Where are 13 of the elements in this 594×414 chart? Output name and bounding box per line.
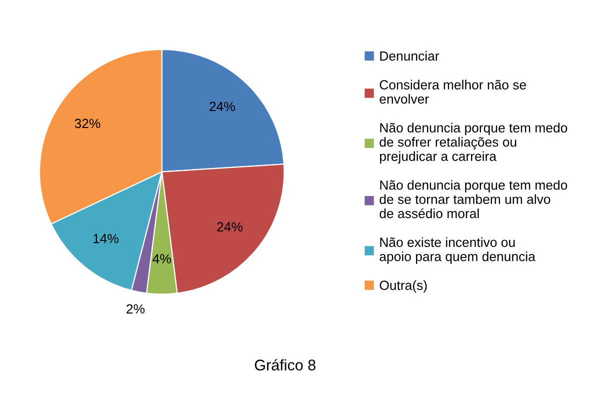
data-label: 2% <box>126 304 145 314</box>
data-label: 4% <box>152 254 171 264</box>
legend-label: Outra(s) <box>380 280 427 293</box>
data-label: 24% <box>210 102 235 112</box>
data-label: 14% <box>94 234 118 244</box>
legend-label: Não denuncia porque tem medo de sofrer retaliações ou prejudicar a carreira <box>380 122 568 164</box>
legend-label: Denunciar <box>380 51 440 61</box>
data-label: 32% <box>74 118 100 128</box>
legend-label: Considera melhor não se envolver <box>380 80 526 104</box>
data-label: 24% <box>217 222 242 232</box>
text: Gráfico 8 <box>254 359 316 370</box>
legend-label: Não denuncia porque tem medo de se tornar tambem um alvo de assédio moral <box>380 180 568 218</box>
legend-label: Não existe incentivo ou apoio para quem denuncia <box>380 237 536 264</box>
